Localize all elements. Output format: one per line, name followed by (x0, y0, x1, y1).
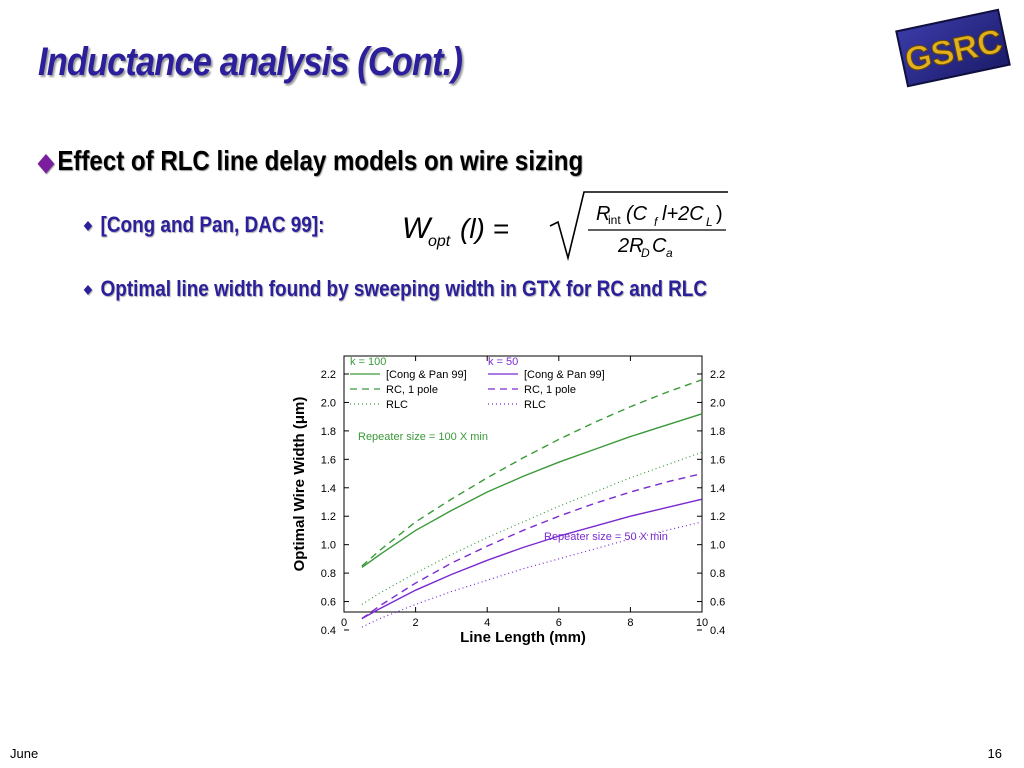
formula-ca: C (652, 235, 667, 257)
annotation: Repeater size = 100 X min (358, 431, 488, 443)
legend-entry: RC, 1 pole (386, 384, 438, 396)
y-tick-label: 0.8 (321, 568, 336, 580)
y-tick-label-right: 2.2 (710, 369, 725, 381)
page-number: 16 (987, 746, 1002, 761)
slide-title: Inductance analysis (Cont.) (38, 40, 463, 84)
formula-close: ) (716, 203, 723, 225)
x-tick-label: 4 (484, 617, 490, 629)
series-line-dashed (361, 472, 703, 620)
x-tick-label: 10 (696, 617, 708, 629)
legend-entry: RC, 1 pole (524, 384, 576, 396)
wire-width-chart: 0 2 4 6 8 100.4 0.40.6 0.60.8 0.81.0 1.01.2 1.21.4… (291, 355, 725, 646)
y-tick-label-right: 1.2 (710, 511, 725, 523)
y-tick-label-right: 0.6 (710, 597, 725, 609)
x-tick-label: 8 (627, 617, 633, 629)
formula-2rd: 2R (617, 235, 644, 257)
formula-r-int: R (596, 203, 610, 225)
y-tick-label: 0.6 (321, 597, 336, 609)
formula-a: a (666, 246, 673, 260)
formula-opt: opt (428, 233, 451, 250)
legend-entry: RLC (524, 399, 546, 411)
formula-d: D (641, 246, 650, 260)
y-tick-label: 0.4 (321, 625, 336, 637)
formula-mid: l+2C (662, 203, 704, 225)
annotation: Repeater size = 50 X min (544, 531, 668, 543)
sub-bullet-2: ◆ Optimal line width found by sweeping wi… (84, 276, 707, 302)
legend-entry: [Cong & Pan 99] (386, 369, 467, 381)
legend-entry: [Cong & Pan 99] (524, 369, 605, 381)
small-diamond-icon: ◆ (84, 282, 92, 296)
y-tick-label-right: 0.4 (710, 625, 725, 637)
legend-heading: k = 50 (488, 356, 518, 368)
formula-arg: (l) = (460, 213, 509, 244)
series-line-solid (361, 498, 703, 620)
legend-entry: RLC (386, 399, 408, 411)
formula-int: int (608, 213, 621, 227)
y-tick-label-right: 1.4 (710, 483, 725, 495)
y-axis-label: Optimal Wire Width (μm) (291, 397, 308, 572)
diamond-bullet-icon: ◆ (38, 149, 54, 176)
sub-bullet-2-text: Optimal line width found by sweeping wid… (100, 276, 708, 301)
y-tick-label: 1.8 (321, 426, 336, 438)
main-bullet-text: Effect of RLC line delay models on wire … (57, 145, 584, 176)
series-line-dotted (361, 451, 703, 605)
y-tick-label: 1.4 (321, 483, 336, 495)
formula-cf: (C (626, 203, 648, 225)
y-tick-label: 1.0 (321, 540, 336, 552)
small-diamond-icon: ◆ (84, 218, 92, 232)
x-tick-label: 6 (556, 617, 562, 629)
x-tick-label: 2 (413, 617, 419, 629)
wire-width-formula: W opt (l) = R int (C f l+2C L ) 2R D C a (402, 191, 728, 262)
y-tick-label-right: 1.6 (710, 454, 725, 466)
formula-l: L (706, 215, 713, 229)
y-tick-label-right: 1.0 (710, 540, 725, 552)
plot-frame (343, 355, 703, 613)
sub-bullet-1: ◆ [Cong and Pan, DAC 99]: (84, 212, 324, 238)
y-tick-label-right: 0.8 (710, 568, 725, 580)
formula-f: f (654, 215, 659, 229)
y-tick-label-right: 1.8 (710, 426, 725, 438)
formula-w: W (402, 212, 433, 245)
legend-heading: k = 100 (350, 356, 386, 368)
x-tick-label: 0 (341, 617, 347, 629)
x-axis-label: Line Length (mm) (460, 629, 586, 646)
y-tick-label: 2.2 (321, 369, 336, 381)
main-bullet: ◆ Effect of RLC line delay models on wire… (38, 145, 583, 177)
sub-bullet-1-text: [Cong and Pan, DAC 99]: (100, 212, 325, 237)
y-tick-label-right: 2.0 (710, 397, 725, 409)
footer-date: June (10, 746, 39, 761)
gsrc-logo: GSRC (895, 8, 1011, 88)
y-tick-label: 1.6 (321, 454, 336, 466)
y-tick-label: 1.2 (321, 511, 336, 523)
y-tick-label: 2.0 (321, 397, 336, 409)
